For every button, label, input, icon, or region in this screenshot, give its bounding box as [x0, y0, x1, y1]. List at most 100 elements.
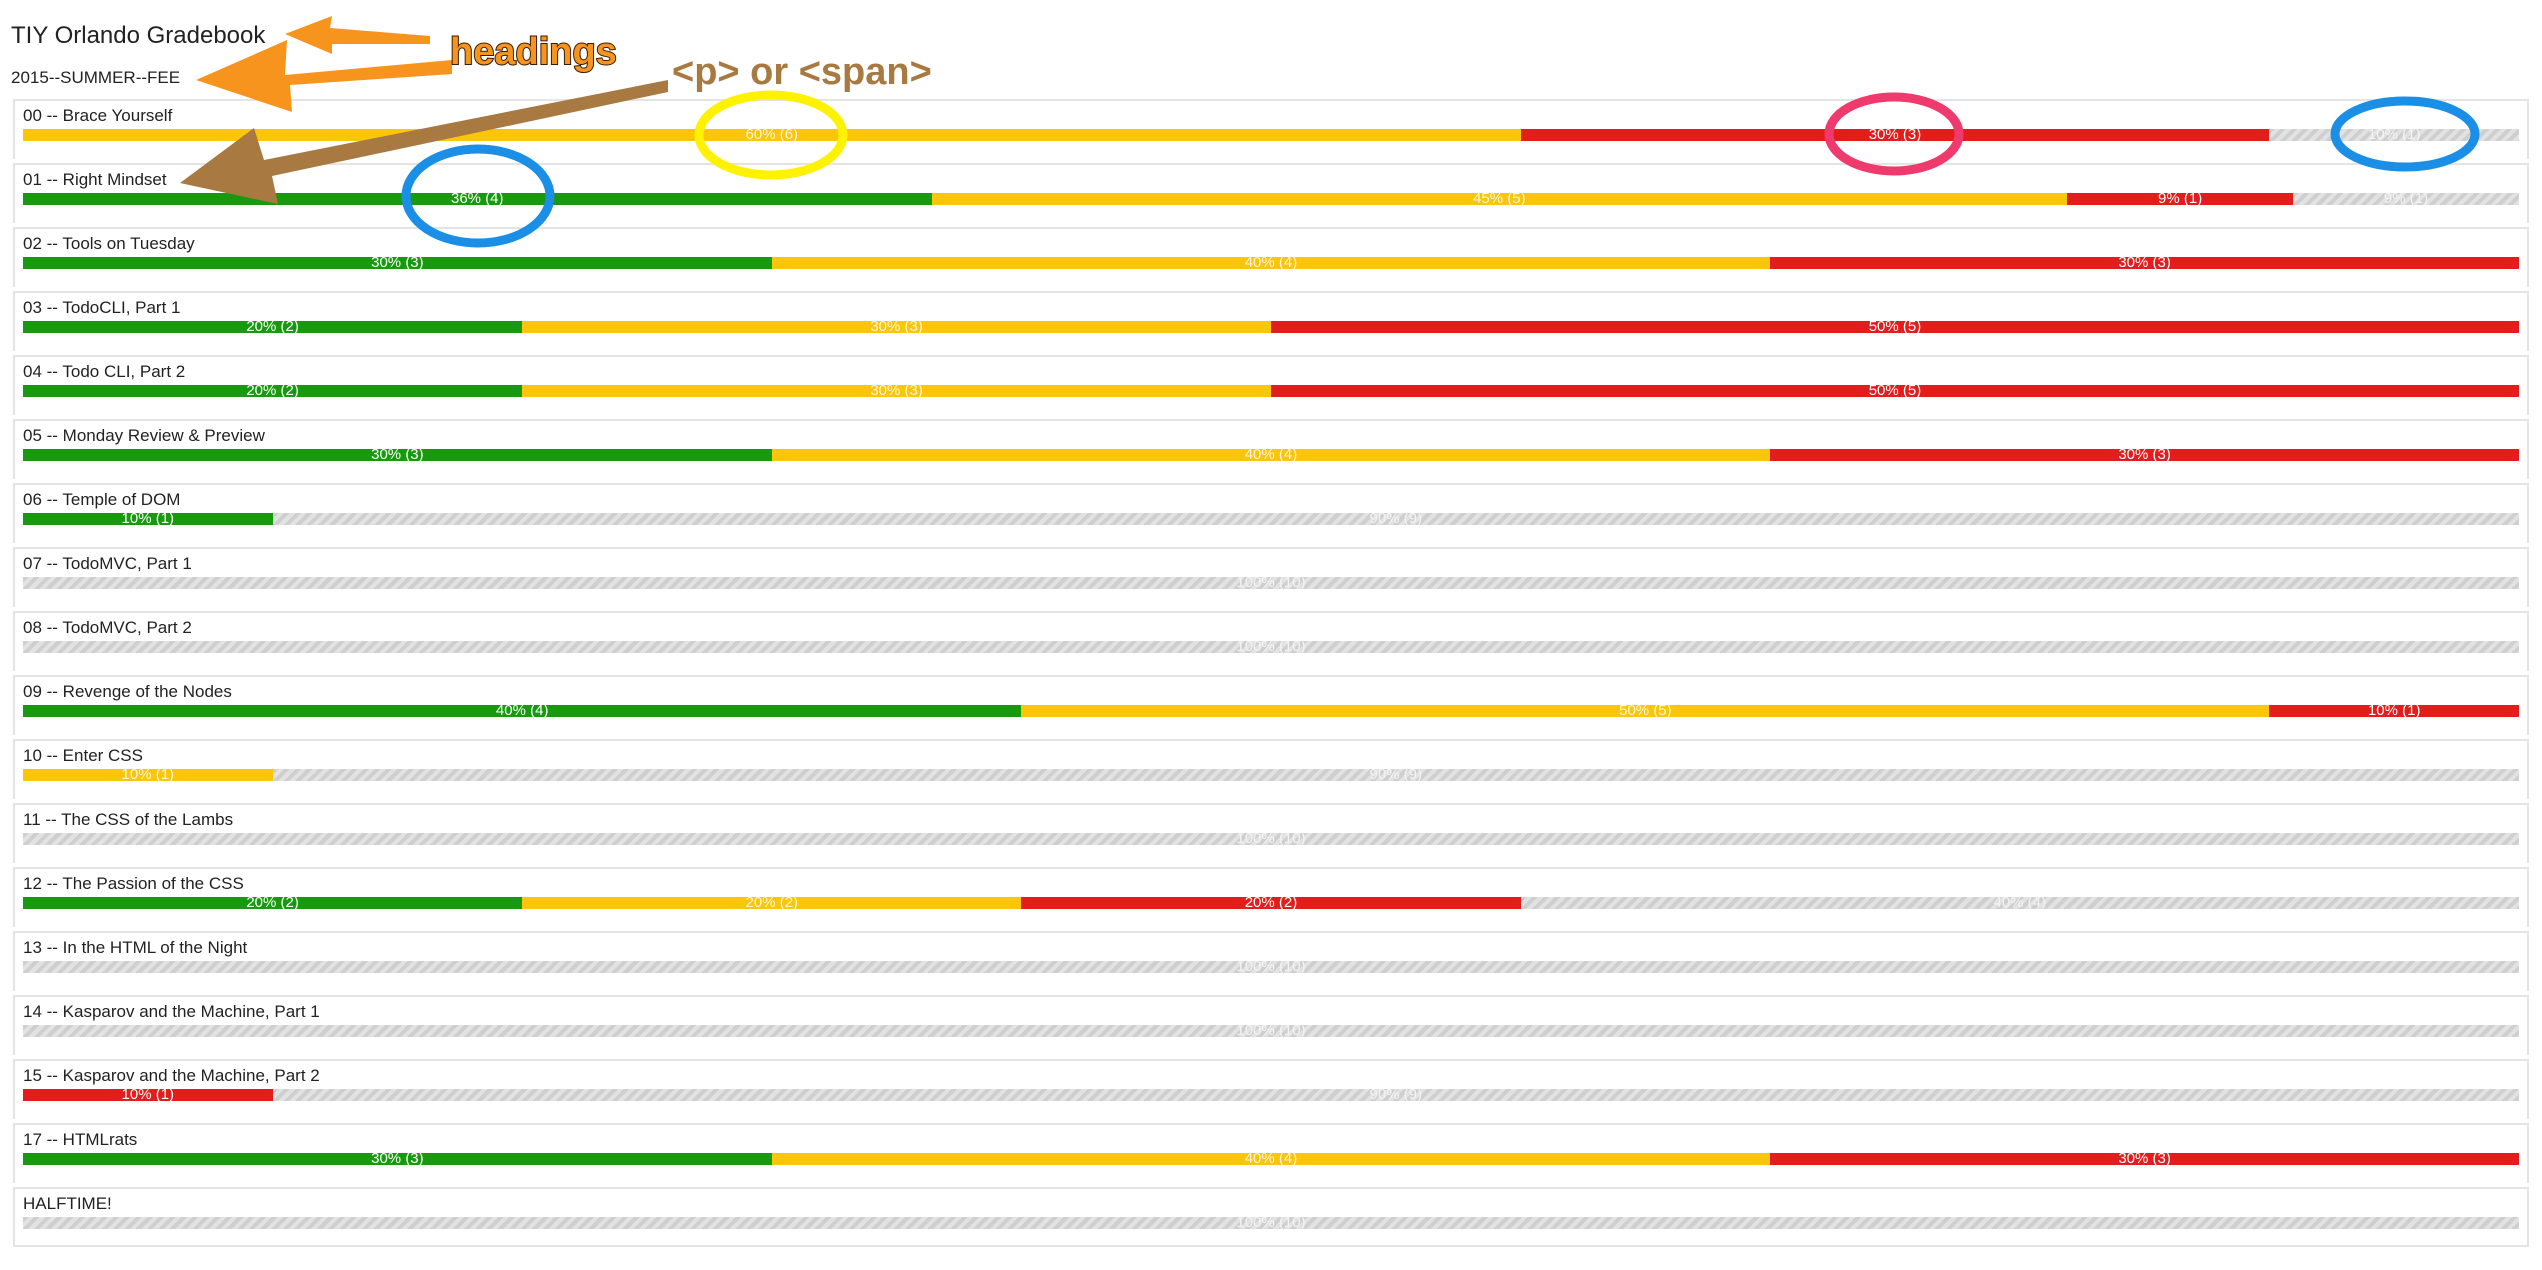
page-subtitle: 2015--SUMMER--FEE — [11, 68, 181, 87]
assignment-row: 10 -- Enter CSS 10% (1) 90% (9) — [13, 739, 2529, 799]
assignment-row: HALFTIME! 100% (10) — [13, 1187, 2529, 1247]
progress-segment-yellow: 30% (3) — [522, 321, 1271, 333]
progress-bar: 100% (10) — [23, 1025, 2519, 1037]
progress-segment-yellow: 40% (4) — [771, 257, 1771, 269]
assignment-title: 15 -- Kasparov and the Machine, Part 2 — [23, 1066, 320, 1085]
progress-segment-gray: 40% (4) — [1520, 897, 2519, 909]
assignment-title: 04 -- Todo CLI, Part 2 — [23, 362, 186, 381]
assignment-title: 14 -- Kasparov and the Machine, Part 1 — [23, 1002, 320, 1021]
assignment-row: 12 -- The Passion of the CSS 20% (2) 20% (… — [13, 867, 2529, 927]
assignment-row: 06 -- Temple of DOM 10% (1) 90% (9) — [13, 483, 2529, 543]
progress-bar: 60% (6) 30% (3) 10% (1) — [23, 129, 2519, 141]
progress-segment-red: 30% (3) — [1770, 1153, 2519, 1165]
headings-arrow-title — [285, 16, 430, 54]
progress-bar: 100% (10) — [23, 577, 2519, 589]
progress-bar: 30% (3) 40% (4) 30% (3) — [23, 257, 2519, 269]
progress-segment-red: 20% (2) — [1021, 897, 1521, 909]
assignment-title: 01 -- Right Mindset — [23, 170, 167, 189]
progress-bar: 100% (10) — [23, 641, 2519, 653]
progress-bar: 10% (1) 90% (9) — [23, 769, 2519, 781]
p-span-annotation-label: <p> or <span> — [672, 51, 932, 93]
assignment-title: 02 -- Tools on Tuesday — [23, 234, 195, 253]
progress-segment-red: 30% (3) — [1770, 257, 2519, 269]
progress-segment-yellow: 10% (1) — [23, 769, 273, 781]
assignment-title: 05 -- Monday Review & Preview — [23, 426, 265, 445]
progress-segment-red: 50% (5) — [1270, 385, 2519, 397]
progress-segment-gray: 90% (9) — [272, 1089, 2519, 1101]
progress-segment-red: 9% (1) — [2067, 193, 2294, 205]
progress-segment-green: 30% (3) — [23, 257, 772, 269]
progress-segment-gray: 10% (1) — [2269, 129, 2519, 141]
assignment-title: HALFTIME! — [23, 1194, 112, 1213]
progress-segment-gray: 9% (1) — [2293, 193, 2519, 205]
progress-segment-yellow: 40% (4) — [771, 449, 1771, 461]
progress-segment-red: 10% (1) — [2269, 705, 2519, 717]
progress-segment-green: 20% (2) — [23, 385, 523, 397]
progress-segment-gray: 100% (10) — [23, 961, 2519, 973]
progress-bar: 30% (3) 40% (4) 30% (3) — [23, 449, 2519, 461]
progress-segment-green: 30% (3) — [23, 449, 772, 461]
progress-segment-green: 40% (4) — [23, 705, 1022, 717]
progress-segment-gray: 100% (10) — [23, 833, 2519, 845]
progress-segment-red: 50% (5) — [1270, 321, 2519, 333]
assignment-title: 09 -- Revenge of the Nodes — [23, 682, 232, 701]
progress-segment-yellow: 40% (4) — [771, 1153, 1771, 1165]
page-title: TIY Orlando Gradebook — [11, 22, 266, 49]
progress-bar: 100% (10) — [23, 1217, 2519, 1229]
progress-segment-gray: 90% (9) — [272, 513, 2519, 525]
assignment-title: 17 -- HTMLrats — [23, 1130, 138, 1149]
progress-segment-yellow: 30% (3) — [522, 385, 1271, 397]
progress-bar: 30% (3) 40% (4) 30% (3) — [23, 1153, 2519, 1165]
assignment-title: 06 -- Temple of DOM — [23, 490, 181, 509]
assignment-row: 01 -- Right Mindset 36% (4) 45% (5) 9% (1) 9… — [13, 163, 2529, 223]
assignment-list: 00 -- Brace Yourself 60% (6) 30% (3) 10% (1… — [13, 99, 2529, 1251]
progress-segment-green: 20% (2) — [23, 897, 523, 909]
progress-bar: 40% (4) 50% (5) 10% (1) — [23, 705, 2519, 717]
headings-annotation-label: headings — [450, 31, 617, 73]
progress-bar: 36% (4) 45% (5) 9% (1) 9% (1) — [23, 193, 2519, 205]
progress-segment-yellow: 20% (2) — [522, 897, 1022, 909]
assignment-row: 04 -- Todo CLI, Part 2 20% (2) 30% (3) 50% … — [13, 355, 2529, 415]
assignment-title: 08 -- TodoMVC, Part 2 — [23, 618, 192, 637]
assignment-row: 02 -- Tools on Tuesday 30% (3) 40% (4) 30% … — [13, 227, 2529, 287]
assignment-row: 11 -- The CSS of the Lambs 100% (10) — [13, 803, 2529, 863]
progress-segment-green: 30% (3) — [23, 1153, 772, 1165]
assignment-row: 17 -- HTMLrats 30% (3) 40% (4) 30% (3) — [13, 1123, 2529, 1183]
assignment-title: 03 -- TodoCLI, Part 1 — [23, 298, 181, 317]
assignment-title: 00 -- Brace Yourself — [23, 106, 173, 125]
progress-bar: 20% (2) 30% (3) 50% (5) — [23, 385, 2519, 397]
progress-segment-green: 10% (1) — [23, 513, 273, 525]
progress-segment-gray: 100% (10) — [23, 641, 2519, 653]
progress-segment-gray: 100% (10) — [23, 1217, 2519, 1229]
progress-segment-red: 30% (3) — [1770, 449, 2519, 461]
assignment-row: 14 -- Kasparov and the Machine, Part 1 10… — [13, 995, 2529, 1055]
progress-segment-gray: 100% (10) — [23, 1025, 2519, 1037]
progress-segment-yellow: 45% (5) — [931, 193, 2068, 205]
progress-segment-yellow: 50% (5) — [1021, 705, 2270, 717]
assignment-row: 13 -- In the HTML of the Night 100% (10) — [13, 931, 2529, 991]
progress-bar: 20% (2) 30% (3) 50% (5) — [23, 321, 2519, 333]
assignment-title: 11 -- The CSS of the Lambs — [23, 810, 234, 829]
progress-segment-gray: 90% (9) — [272, 769, 2519, 781]
assignment-row: 15 -- Kasparov and the Machine, Part 2 10… — [13, 1059, 2529, 1119]
assignment-row: 05 -- Monday Review & Preview 30% (3) 40% … — [13, 419, 2529, 479]
assignment-row: 07 -- TodoMVC, Part 1 100% (10) — [13, 547, 2529, 607]
assignment-row: 03 -- TodoCLI, Part 1 20% (2) 30% (3) 50% (… — [13, 291, 2529, 351]
assignment-title: 10 -- Enter CSS — [23, 746, 143, 765]
progress-bar: 10% (1) 90% (9) — [23, 513, 2519, 525]
assignment-row: 00 -- Brace Yourself 60% (6) 30% (3) 10% (1… — [13, 99, 2529, 159]
progress-segment-red: 10% (1) — [23, 1089, 273, 1101]
progress-segment-green: 20% (2) — [23, 321, 523, 333]
progress-segment-red: 30% (3) — [1520, 129, 2270, 141]
assignment-row: 09 -- Revenge of the Nodes 40% (4) 50% (5)… — [13, 675, 2529, 735]
progress-bar: 100% (10) — [23, 961, 2519, 973]
assignment-title: 13 -- In the HTML of the Night — [23, 938, 248, 957]
assignment-title: 07 -- TodoMVC, Part 1 — [23, 554, 192, 573]
progress-segment-green: 36% (4) — [23, 193, 932, 205]
progress-bar: 10% (1) 90% (9) — [23, 1089, 2519, 1101]
assignment-row: 08 -- TodoMVC, Part 2 100% (10) — [13, 611, 2529, 671]
assignment-title: 12 -- The Passion of the CSS — [23, 874, 244, 893]
progress-segment-yellow: 60% (6) — [23, 129, 1521, 141]
progress-segment-gray: 100% (10) — [23, 577, 2519, 589]
progress-bar: 20% (2) 20% (2) 20% (2) 40% (4) — [23, 897, 2519, 909]
